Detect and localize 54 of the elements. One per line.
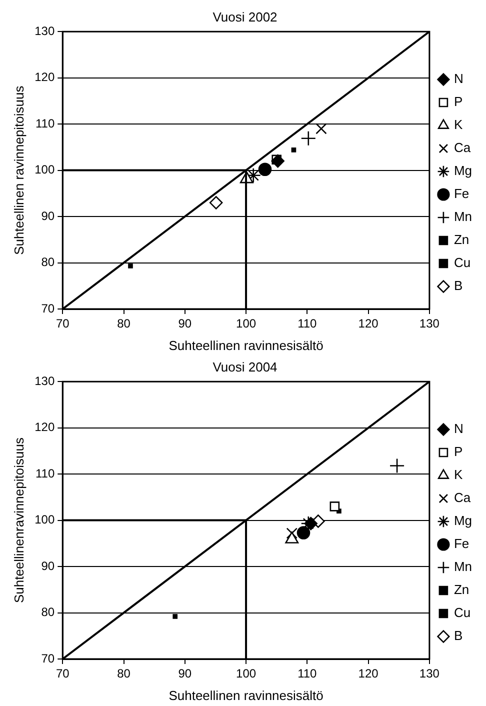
legend-label: Mn	[454, 559, 472, 574]
legend-label: Fe	[454, 186, 470, 202]
x-axis-title: Suhteellinen ravinnesisältö	[168, 338, 324, 353]
y-tick-label: 90	[41, 558, 55, 573]
y-tick-label: 130	[34, 24, 55, 38]
legend-label: Fe	[454, 536, 470, 552]
x-tick-label: 130	[419, 316, 440, 331]
x-tick-label: 100	[236, 316, 256, 331]
legend-label: N	[454, 421, 464, 436]
y-tick-label: 130	[34, 374, 55, 388]
x-tick-label: 80	[117, 316, 131, 331]
y-tick-label: 110	[35, 116, 55, 130]
y-tick-label: 70	[41, 301, 55, 316]
x-tick-label: 80	[117, 666, 131, 681]
y-tick-label: 70	[41, 651, 55, 666]
legend-label: N	[454, 71, 464, 86]
legend-label: P	[454, 444, 463, 460]
legend-label: Zn	[454, 232, 470, 248]
legend-label: Ca	[454, 490, 472, 506]
x-tick-label: 90	[178, 666, 192, 681]
y-tick-label: 100	[34, 162, 55, 177]
y-tick-label: 90	[41, 208, 55, 223]
legend-label: K	[454, 467, 463, 482]
legend-label: Ca	[454, 140, 472, 156]
y-tick-label: 80	[41, 255, 55, 270]
x-tick-label: 130	[419, 666, 440, 681]
y-tick-label: 120	[34, 70, 55, 84]
legend-label: B	[454, 278, 463, 294]
y-tick-label: 120	[34, 420, 55, 434]
x-tick-label: 70	[56, 666, 70, 681]
legend-label: Zn	[454, 582, 470, 598]
legend-label: B	[454, 628, 463, 644]
y-tick-label: 100	[34, 512, 55, 527]
legend-label: Cu	[454, 605, 471, 620]
y-axis-title: Suhteellinen ravinnepitoisuus	[11, 85, 26, 255]
x-axis-title: Suhteellinen ravinnesisältö	[168, 688, 324, 703]
x-tick-label: 70	[56, 316, 70, 331]
y-axis-title: Suhteellinenravinnepitoisuus	[11, 437, 26, 604]
x-tick-label: 100	[236, 666, 256, 681]
x-tick-label: 110	[298, 666, 318, 681]
legend-label: Cu	[454, 255, 471, 270]
y-tick-label: 80	[41, 605, 55, 620]
y-tick-label: 110	[35, 466, 55, 480]
legend-label: Mg	[454, 513, 472, 528]
x-tick-label: 120	[358, 666, 379, 681]
x-tick-label: 120	[358, 316, 379, 331]
legend-label: Mg	[454, 163, 472, 178]
legend-label: Mn	[454, 209, 472, 224]
legend-label: K	[454, 117, 463, 132]
chart-title: Vuosi 2002	[212, 9, 278, 24]
legend-label: P	[454, 94, 463, 110]
x-tick-label: 90	[178, 316, 192, 331]
x-tick-label: 110	[298, 316, 318, 331]
chart-title: Vuosi 2004	[212, 359, 278, 374]
